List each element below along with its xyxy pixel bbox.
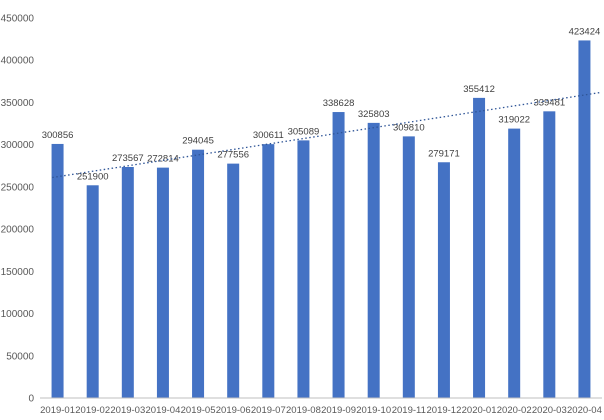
y-tick-label: 0: [28, 394, 34, 405]
bar: [121, 166, 134, 398]
data-label: 423424: [569, 26, 601, 37]
data-label: 319022: [498, 115, 530, 126]
data-label: 251900: [77, 171, 109, 182]
x-tick-label: 2020-02: [497, 405, 532, 416]
bar: [578, 40, 591, 398]
x-tick-label: 2019-03: [110, 405, 145, 416]
x-tick-label: 2019-12: [427, 405, 462, 416]
bar: [86, 185, 99, 398]
bar: [437, 162, 450, 398]
data-label: 300856: [42, 130, 74, 141]
y-tick-label: 100000: [1, 309, 35, 320]
bar: [543, 111, 556, 399]
data-label: 355412: [463, 84, 495, 95]
data-label: 309810: [393, 122, 425, 133]
y-tick-label: 450000: [1, 14, 35, 25]
bar: [192, 149, 205, 398]
bar: [508, 128, 521, 398]
data-label: 339481: [533, 97, 565, 108]
bar: [227, 163, 240, 398]
bar: [297, 140, 310, 398]
y-tick-label: 200000: [1, 225, 35, 236]
x-tick-label: 2019-05: [181, 405, 216, 416]
x-tick-label: 2020-04: [567, 405, 602, 416]
data-label: 305089: [288, 126, 320, 137]
x-tick-label: 2020-03: [532, 405, 567, 416]
data-label: 279171: [428, 148, 460, 159]
y-tick-label: 50000: [6, 351, 34, 362]
y-axis-ticks: 0 50000 100000 150000 200000 250000 300000 3500…: [1, 14, 35, 405]
bar: [51, 143, 64, 398]
x-tick-label: 2019-11: [392, 405, 426, 416]
bar: [262, 144, 275, 398]
x-tick-label: 2019-09: [321, 405, 356, 416]
y-tick-label: 350000: [1, 98, 35, 109]
data-label: 300611: [253, 130, 284, 141]
bar: [332, 112, 345, 398]
bars: [51, 40, 591, 399]
data-label: 294045: [182, 136, 214, 147]
y-tick-label: 150000: [1, 267, 35, 278]
data-label: 272814: [147, 154, 179, 165]
data-label: 338628: [323, 98, 355, 109]
x-tick-label: 2019-01: [40, 405, 75, 416]
x-tick-label: 2019-02: [75, 405, 110, 416]
x-tick-label: 2019-08: [286, 405, 321, 416]
y-tick-label: 300000: [1, 140, 35, 151]
bar: [402, 136, 415, 398]
y-tick-label: 250000: [1, 182, 35, 193]
x-tick-label: 2019-04: [146, 405, 181, 416]
x-axis-ticks: 2019-01 2019-02 2019-03 2019-04 2019-05 2019-…: [40, 405, 602, 416]
data-label: 273567: [112, 153, 144, 164]
bar: [473, 97, 486, 398]
bar: [156, 167, 169, 398]
data-label: 325803: [358, 109, 390, 120]
x-tick-label: 2019-06: [216, 405, 251, 416]
trend-line: [52, 91, 601, 179]
x-tick-label: 2020-01: [462, 405, 497, 416]
y-tick-label: 400000: [1, 56, 35, 67]
x-tick-label: 2019-10: [356, 405, 391, 416]
x-tick-label: 2019-07: [251, 405, 286, 416]
bar: [367, 122, 380, 398]
data-label: 277556: [217, 150, 249, 161]
